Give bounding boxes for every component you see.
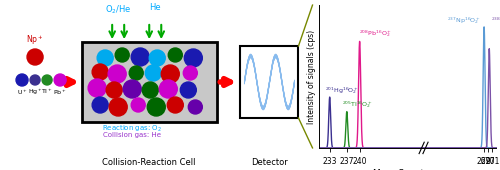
Circle shape <box>106 82 122 98</box>
Circle shape <box>27 49 43 65</box>
Circle shape <box>92 64 108 80</box>
Circle shape <box>109 98 127 116</box>
Circle shape <box>42 75 52 85</box>
Text: $^{208}$Pb$^{16}$O$_2^+$: $^{208}$Pb$^{16}$O$_2^+$ <box>359 28 392 39</box>
Bar <box>240 46 298 118</box>
Circle shape <box>188 100 202 114</box>
Text: Reaction gas: O$_2$: Reaction gas: O$_2$ <box>102 124 162 134</box>
Circle shape <box>168 48 182 62</box>
X-axis label: Mass Spectrum: Mass Spectrum <box>373 169 442 170</box>
Bar <box>82 42 218 122</box>
Circle shape <box>142 82 158 98</box>
Circle shape <box>160 80 178 98</box>
Circle shape <box>92 97 108 113</box>
Text: Collision-Reaction Cell: Collision-Reaction Cell <box>102 158 196 167</box>
Y-axis label: Intensity of signals (cps): Intensity of signals (cps) <box>307 29 316 124</box>
Text: $^{238}$U$^{16}$O$_2^+$: $^{238}$U$^{16}$O$_2^+$ <box>490 15 500 26</box>
Text: O$_2$/He: O$_2$/He <box>105 3 132 15</box>
Text: He: He <box>150 3 161 12</box>
Circle shape <box>149 50 166 66</box>
Text: $^{205}$Tl$^{16}$O$_2^+$: $^{205}$Tl$^{16}$O$_2^+$ <box>342 100 372 110</box>
Text: Tl$^+$: Tl$^+$ <box>41 87 53 96</box>
Circle shape <box>184 66 198 80</box>
Circle shape <box>168 97 184 113</box>
Circle shape <box>54 74 66 86</box>
Circle shape <box>180 82 196 98</box>
Circle shape <box>129 66 143 80</box>
Text: $^{237}$Np$^{16}$O$_2^+$: $^{237}$Np$^{16}$O$_2^+$ <box>446 15 480 26</box>
Circle shape <box>97 50 113 66</box>
Circle shape <box>123 80 141 98</box>
Circle shape <box>131 48 149 66</box>
Circle shape <box>30 75 40 85</box>
Circle shape <box>108 65 126 83</box>
Text: Np$^+$: Np$^+$ <box>26 33 44 47</box>
Circle shape <box>131 98 145 112</box>
Text: Detector: Detector <box>251 158 288 167</box>
Circle shape <box>147 98 166 116</box>
Text: $^{201}$Hg$^{16}$O$_2^+$: $^{201}$Hg$^{16}$O$_2^+$ <box>324 85 358 96</box>
Text: Hg$^+$: Hg$^+$ <box>28 87 42 97</box>
Circle shape <box>88 79 106 97</box>
Circle shape <box>115 48 129 62</box>
Text: Collision gas: He: Collision gas: He <box>103 132 161 138</box>
Circle shape <box>162 65 180 83</box>
Circle shape <box>145 65 162 81</box>
Text: Pb$^+$: Pb$^+$ <box>53 88 67 97</box>
Text: U$^+$: U$^+$ <box>16 88 28 97</box>
Circle shape <box>16 74 28 86</box>
Circle shape <box>184 49 202 67</box>
